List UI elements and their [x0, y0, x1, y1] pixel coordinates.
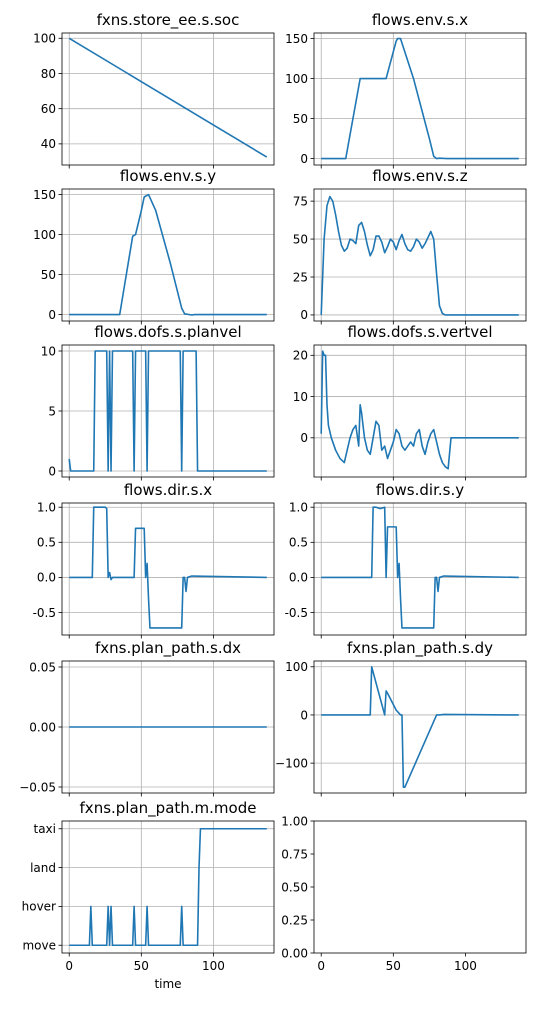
subplot-4: 0 25 50 75 flows.env.s.z — [293, 167, 527, 325]
y-tick-label: 0.5 — [37, 536, 56, 550]
y-tick-label: 0 — [300, 708, 308, 722]
series-line — [69, 827, 267, 947]
y-tick-label: 50 — [41, 268, 56, 282]
y-tick-label: 0.75 — [281, 847, 308, 861]
y-tick-label: 0 — [48, 464, 56, 478]
series-line — [68, 37, 268, 158]
y-tick-label: 25 — [293, 270, 308, 284]
axes-frame — [313, 344, 527, 478]
subplot-title: flows.env.s.x — [372, 11, 468, 29]
subplot-2: 0 50 100 150 flows.env.s.x — [285, 11, 527, 169]
subplot-title: flows.env.s.z — [372, 167, 467, 185]
y-tick-label: 100 — [33, 228, 56, 242]
y-tick-label: 0.00 — [29, 720, 56, 734]
y-tick-label: 40 — [41, 137, 56, 151]
series-line — [321, 37, 519, 160]
x-axis-label: time — [154, 977, 181, 991]
y-tick-label: 50 — [293, 112, 308, 126]
y-tick-label: 0.5 — [289, 536, 308, 550]
axes-frame — [313, 820, 527, 954]
axes-frame — [313, 188, 527, 322]
x-tick-label: 100 — [454, 959, 477, 973]
y-tick-label: 1.0 — [289, 501, 308, 515]
y-tick-label: 10 — [41, 344, 56, 358]
subplot-title: fxns.plan_path.s.dy — [347, 639, 493, 658]
subplot-title: fxns.plan_path.m.mode — [80, 799, 257, 818]
y-tick-label: 150 — [285, 32, 308, 46]
series-line — [321, 665, 519, 789]
subplot-5: 0 5 10 flows.dofs.s.planvel — [41, 323, 275, 481]
series-line — [69, 506, 267, 629]
y-tick-label: 100 — [285, 72, 308, 86]
subplot-12: 0.00 0.25 0.50 0.75 1.00 0 50 100 — [281, 814, 527, 973]
subplot-10: −100 0 100 fxns.plan_path.s.dy — [275, 639, 527, 797]
y-tick-label: 60 — [41, 102, 56, 116]
y-tick-label: taxi — [34, 822, 57, 836]
axes-frame — [313, 32, 527, 166]
y-tick-label: 75 — [293, 194, 308, 208]
y-tick-label: 0.0 — [289, 571, 308, 585]
subplot-8: -0.5 0.0 0.5 1.0 flows.dir.s.y — [285, 481, 527, 639]
subplot-title: flows.dofs.s.planvel — [94, 323, 241, 341]
subplot-1: 40 60 80 100 fxns.store_ee.s.soc — [33, 11, 275, 169]
y-tick-label: move — [22, 939, 56, 953]
x-tick-label: 50 — [386, 959, 401, 973]
subplot-6: 0 10 20 flows.dofs.s.vertvel — [293, 323, 527, 481]
axes-frame — [61, 188, 275, 322]
subplot-title: fxns.store_ee.s.soc — [97, 11, 240, 30]
y-tick-label: 0.0 — [37, 571, 56, 585]
x-tick-label: 0 — [317, 959, 325, 973]
y-tick-label: land — [30, 861, 56, 875]
subplot-title: flows.dir.s.y — [376, 481, 464, 499]
y-tick-label: 0.00 — [281, 946, 308, 960]
y-tick-label: −0.05 — [19, 780, 56, 794]
axes-frame — [61, 820, 275, 954]
y-tick-label: 10 — [293, 390, 308, 404]
y-tick-label: 0 — [48, 308, 56, 322]
axes-frame — [61, 502, 275, 636]
y-tick-label: 0 — [300, 431, 308, 445]
axes-frame — [61, 32, 275, 166]
y-tick-label: 20 — [293, 349, 308, 363]
y-tick-label: 50 — [293, 232, 308, 246]
x-tick-label: 100 — [202, 959, 225, 973]
y-tick-label: 0.05 — [29, 660, 56, 674]
y-tick-label: 5 — [48, 404, 56, 418]
series-line — [69, 193, 267, 316]
y-tick-label: 0 — [300, 308, 308, 322]
y-tick-label: −100 — [275, 756, 308, 770]
axes-frame — [313, 660, 527, 794]
subplot-title: flows.dir.s.x — [124, 481, 212, 499]
y-tick-label: hover — [22, 900, 56, 914]
x-tick-label: 50 — [134, 959, 149, 973]
y-tick-label: 150 — [33, 188, 56, 202]
y-tick-label: 80 — [41, 67, 56, 81]
axes-frame — [313, 502, 527, 636]
x-tick-label: 0 — [65, 959, 73, 973]
y-tick-label: 100 — [285, 660, 308, 674]
y-tick-label: 0 — [300, 152, 308, 166]
subplot-7: -0.5 0.0 0.5 1.0 flows.dir.s.x — [33, 481, 275, 639]
y-tick-label: 1.00 — [281, 814, 308, 828]
series-line — [321, 506, 519, 629]
y-tick-label: 1.0 — [37, 501, 56, 515]
subplot-title: flows.env.s.y — [120, 167, 216, 185]
series-line — [68, 350, 267, 472]
y-tick-label: 0.25 — [281, 913, 308, 927]
series-line — [320, 350, 519, 470]
y-tick-label: -0.5 — [33, 606, 56, 620]
subplot-title: flows.dofs.s.vertvel — [347, 323, 492, 341]
y-tick-label: 100 — [33, 32, 56, 46]
subplot-9: −0.05 0.00 0.05 fxns.plan_path.s.dx — [19, 639, 275, 797]
subplot-11: move hover land taxi 0 50 100 fxns.plan_path.m.… — [22, 799, 275, 991]
subplot-3: 0 50 100 150 flows.env.s.y — [33, 167, 275, 325]
y-tick-label: 0.50 — [281, 880, 308, 894]
series-line — [320, 195, 519, 316]
subplot-title: fxns.plan_path.s.dx — [95, 639, 241, 658]
y-tick-label: -0.5 — [285, 606, 308, 620]
